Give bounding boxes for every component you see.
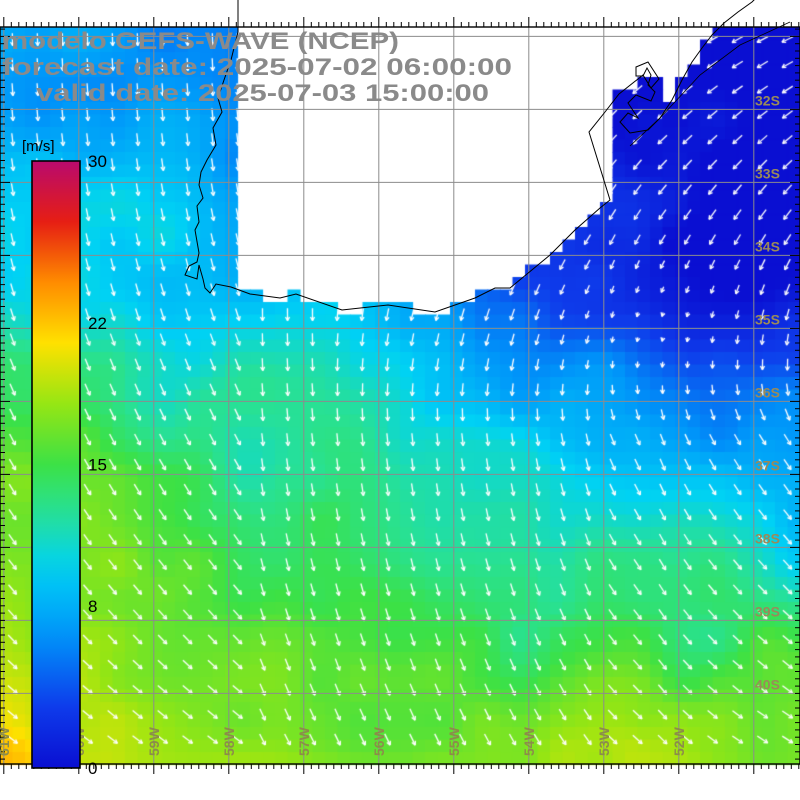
svg-text:52W: 52W (671, 726, 687, 756)
svg-text:0: 0 (88, 759, 97, 778)
svg-text:56W: 56W (371, 726, 387, 756)
svg-text:38S: 38S (755, 530, 780, 546)
svg-text:59W: 59W (146, 726, 162, 756)
svg-text:34S: 34S (755, 238, 780, 254)
svg-text:61W: 61W (0, 726, 12, 756)
svg-text:58W: 58W (221, 726, 237, 756)
svg-text:37S: 37S (755, 457, 780, 473)
svg-text:valid date: 2025-07-03 15:00:0: valid date: 2025-07-03 15:00:00 (36, 80, 489, 107)
svg-text:40S: 40S (755, 676, 780, 692)
svg-text:36S: 36S (755, 384, 780, 400)
svg-text:54W: 54W (521, 726, 537, 756)
svg-text:55W: 55W (446, 726, 462, 756)
svg-text:32S: 32S (755, 92, 780, 108)
svg-text:[m/s]: [m/s] (22, 138, 55, 155)
svg-text:57W: 57W (296, 726, 312, 756)
svg-text:8: 8 (88, 597, 97, 616)
svg-text:22: 22 (88, 314, 107, 333)
svg-text:forecast date: 2025-07-02 06:0: forecast date: 2025-07-02 06:00:00 (2, 54, 512, 81)
svg-text:modelo GEFS-WAVE (NCEP): modelo GEFS-WAVE (NCEP) (2, 28, 399, 55)
svg-text:53W: 53W (596, 726, 612, 756)
svg-text:30: 30 (88, 152, 107, 171)
svg-text:39S: 39S (755, 603, 780, 619)
svg-text:33S: 33S (755, 165, 780, 181)
svg-text:35S: 35S (755, 311, 780, 327)
svg-text:15: 15 (88, 456, 107, 475)
